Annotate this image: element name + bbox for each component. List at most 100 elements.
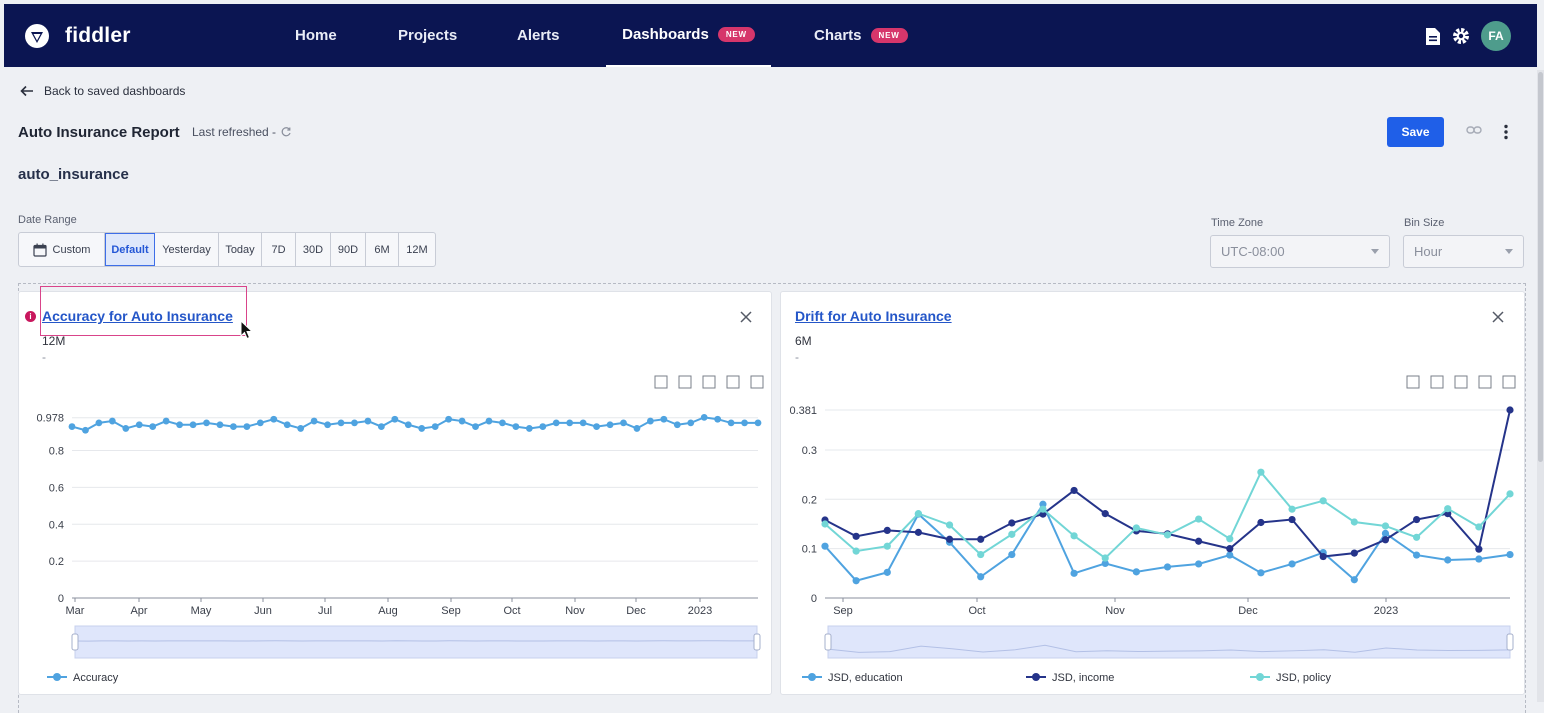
chart-toolbox-icon — [1431, 376, 1443, 388]
x-tick-label: Dec — [626, 605, 646, 617]
data-point — [1351, 518, 1358, 525]
data-point — [915, 529, 922, 536]
data-point — [1413, 551, 1420, 558]
chart-toolbox-icon — [727, 376, 739, 388]
data-point — [459, 418, 466, 425]
data-point — [445, 416, 452, 423]
data-point — [176, 421, 183, 428]
legend-label: JSD, policy — [1276, 672, 1332, 684]
y-tick-label: 0.3 — [802, 445, 817, 457]
y-tick-label: 0.2 — [802, 494, 817, 506]
x-tick-label: Sep — [441, 605, 461, 617]
data-point — [284, 421, 291, 428]
data-point — [821, 520, 828, 527]
x-tick-label: Oct — [503, 605, 520, 617]
data-point — [1382, 536, 1389, 543]
data-point — [674, 421, 681, 428]
x-tick-label: Mar — [66, 605, 85, 617]
legend-marker — [1256, 673, 1264, 681]
data-point — [270, 416, 277, 423]
data-point — [1164, 531, 1171, 538]
data-point — [472, 423, 479, 430]
data-point — [1320, 497, 1327, 504]
data-point — [1257, 519, 1264, 526]
zoom-handle-right — [754, 634, 760, 650]
data-point — [1413, 534, 1420, 541]
chart-toolbox-icon — [655, 376, 667, 388]
data-point — [915, 510, 922, 517]
y-tick-label: 0.8 — [49, 446, 64, 458]
data-point — [1226, 535, 1233, 542]
data-point — [553, 420, 560, 427]
data-point — [243, 423, 250, 430]
data-point — [190, 421, 197, 428]
data-point — [1288, 516, 1295, 523]
data-point — [593, 423, 600, 430]
data-point — [1039, 506, 1046, 513]
y-tick-label: 0.6 — [49, 482, 64, 494]
data-point — [1070, 487, 1077, 494]
data-point — [163, 418, 170, 425]
data-point — [217, 421, 224, 428]
data-point — [660, 416, 667, 423]
series-line — [72, 417, 758, 430]
x-tick-label: Nov — [1105, 605, 1125, 617]
data-point — [1382, 522, 1389, 529]
data-point — [96, 420, 103, 427]
legend-marker — [1032, 673, 1040, 681]
data-point — [884, 543, 891, 550]
zoom-handle-right — [1507, 634, 1513, 650]
data-point — [1475, 555, 1482, 562]
data-point — [620, 420, 627, 427]
data-point — [1133, 568, 1140, 575]
data-point — [486, 418, 493, 425]
data-point — [1506, 490, 1513, 497]
data-point — [1475, 546, 1482, 553]
data-point — [1195, 515, 1202, 522]
chart-toolbox-icon — [703, 376, 715, 388]
data-point — [499, 420, 506, 427]
data-point — [1195, 538, 1202, 545]
data-point — [1320, 553, 1327, 560]
data-point — [1102, 554, 1109, 561]
x-tick-label: Oct — [968, 605, 985, 617]
data-point — [203, 420, 210, 427]
x-tick-label: Dec — [1238, 605, 1258, 617]
data-point — [1195, 560, 1202, 567]
data-point — [1226, 545, 1233, 552]
y-tick-label: 0 — [811, 593, 817, 605]
y-tick-label: 0.4 — [49, 519, 64, 531]
data-point — [405, 421, 412, 428]
data-point — [853, 548, 860, 555]
info-icon[interactable]: i — [25, 311, 36, 322]
data-point — [853, 577, 860, 584]
data-point — [1257, 569, 1264, 576]
data-point — [338, 420, 345, 427]
data-point — [1351, 549, 1358, 556]
data-point — [1506, 551, 1513, 558]
data-point — [297, 425, 304, 432]
x-tick-label: Apr — [130, 605, 147, 617]
data-point — [391, 416, 398, 423]
y-tick-label: 0 — [58, 593, 64, 605]
y-tick-label: 0.978 — [36, 413, 64, 425]
data-point — [1506, 406, 1513, 413]
y-tick-label: 0.381 — [789, 405, 817, 417]
data-point — [687, 420, 694, 427]
data-point — [821, 543, 828, 550]
scrollbar-thumb[interactable] — [1538, 72, 1543, 462]
data-point — [1288, 506, 1295, 513]
legend-marker — [808, 673, 816, 681]
chart-toolbox-icon — [1407, 376, 1419, 388]
x-tick-label: 2023 — [1374, 605, 1398, 617]
data-point — [365, 418, 372, 425]
data-point — [539, 423, 546, 430]
data-point — [714, 416, 721, 423]
legend-label: Accuracy — [73, 672, 119, 684]
data-point — [122, 425, 129, 432]
data-point — [378, 423, 385, 430]
x-tick-label: Jul — [318, 605, 332, 617]
data-point — [109, 418, 116, 425]
x-tick-label: Jun — [254, 605, 272, 617]
